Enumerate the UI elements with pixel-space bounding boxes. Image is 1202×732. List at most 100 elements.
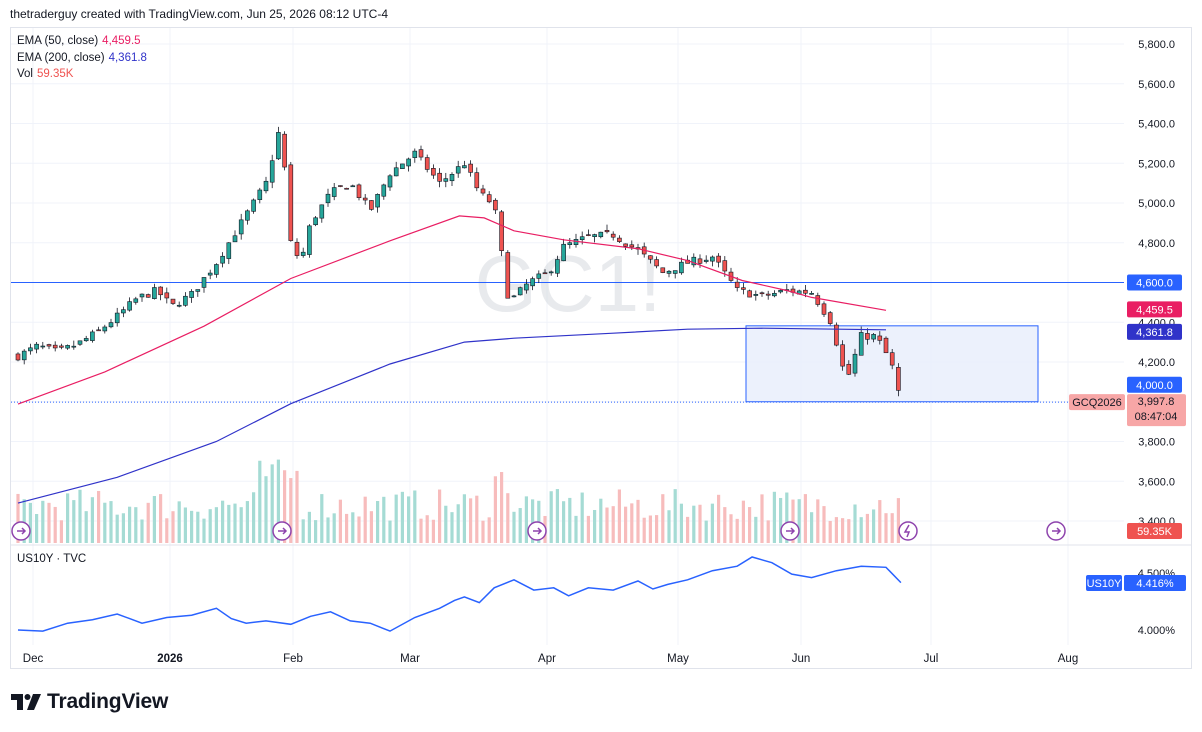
legend-us10y-label: US10Y · TVC: [17, 553, 87, 565]
volume-bar: [568, 497, 572, 543]
volume-bar: [276, 459, 280, 543]
tradingview-wordmark: TradingView: [47, 690, 169, 713]
volume-bar: [872, 509, 876, 543]
volume-bar: [822, 506, 826, 543]
event-markers[interactable]: [11, 521, 1066, 541]
candle-body: [530, 278, 535, 287]
candle-body: [741, 287, 746, 290]
time-axis[interactable]: Dec 2026 Feb Mar Apr May Jun Jul Aug: [23, 653, 1078, 665]
economic-event-icon[interactable]: [272, 521, 292, 541]
volume-bar: [84, 511, 88, 543]
candle-body: [90, 331, 95, 341]
candle-body: [387, 175, 393, 188]
candle-body: [734, 281, 740, 288]
candle-body: [207, 272, 213, 276]
candle-body: [561, 243, 566, 262]
candle-body: [753, 294, 759, 296]
candle-body: [108, 322, 114, 328]
volume-bar: [828, 520, 832, 543]
volume-bar: [791, 499, 795, 543]
candle-body: [158, 286, 163, 296]
vol-price-tag-bg: [1127, 523, 1182, 539]
volume-bar: [735, 518, 739, 543]
chart-frame: [10, 27, 1192, 669]
legend-ema50[interactable]: EMA (50, close) 4,459.5: [17, 35, 141, 47]
us10y-symbol-tag-bg: [1086, 575, 1122, 591]
candle-body: [493, 199, 498, 211]
time-axis-label: Dec: [23, 653, 44, 665]
candle-body: [672, 270, 678, 274]
volume-bar: [332, 513, 336, 543]
candle-body: [579, 236, 585, 241]
volume-bar: [549, 491, 553, 543]
candle-body: [338, 185, 343, 187]
legend-us10y[interactable]: US10Y · TVC: [17, 553, 86, 565]
volume-bar: [878, 500, 882, 543]
lightning-icon: [903, 524, 911, 538]
volume-bar: [78, 489, 82, 543]
legend-vol-label: Vol: [17, 68, 33, 80]
candle-body: [381, 184, 387, 197]
volume-bar: [16, 493, 20, 543]
candle-body: [127, 301, 132, 311]
volume-bar: [642, 517, 646, 543]
candle-body: [821, 303, 827, 315]
candle-body: [666, 270, 672, 274]
volume-bar: [345, 513, 349, 543]
candle-body: [883, 337, 889, 354]
candle-body: [592, 234, 597, 237]
economic-event-icon[interactable]: [1046, 521, 1066, 541]
countdown-tag: 08:47:04: [1135, 411, 1178, 423]
volume-bar: [115, 514, 119, 543]
legend-ema200-label: EMA (200, close): [17, 52, 105, 64]
volume-bar: [121, 513, 125, 543]
volume-bar: [859, 517, 863, 543]
candle-body: [474, 172, 480, 189]
economic-event-icon[interactable]: [11, 521, 31, 541]
candle-body: [220, 255, 225, 264]
candle-body: [83, 338, 89, 342]
time-axis-label: Aug: [1058, 653, 1078, 665]
volume-bar: [351, 512, 355, 543]
volume-bar: [834, 517, 838, 543]
volume-bar: [797, 499, 801, 543]
volume-bar: [431, 519, 435, 543]
chart-attribution: thetraderguy created with TradingView.co…: [10, 7, 388, 21]
arrow-right-icon: [786, 527, 796, 535]
volume-bar: [208, 509, 212, 543]
arrow-right-icon: [278, 527, 288, 535]
rect-price-tag: 4,000.0: [1136, 380, 1173, 392]
candle-body: [610, 233, 616, 238]
candle-body: [648, 255, 653, 260]
candle-body: [697, 258, 703, 264]
candle-body: [896, 367, 901, 391]
volume-bar: [233, 503, 237, 543]
economic-event-icon[interactable]: [527, 521, 547, 541]
tradingview-logo[interactable]: TradingView: [11, 690, 168, 714]
legend-vol[interactable]: Vol 59.35K: [17, 68, 73, 80]
time-axis-label: Feb: [283, 653, 303, 665]
arrow-right-icon: [1052, 527, 1062, 535]
volume-bar: [710, 503, 714, 543]
candle-body: [145, 294, 151, 298]
dividend-event-icon[interactable]: [898, 521, 918, 541]
symbol-tag-bg: [1069, 394, 1125, 411]
volume-bar: [394, 494, 398, 543]
price-axis-label: 4,200.0: [1138, 357, 1175, 369]
candle-body: [617, 237, 622, 242]
time-axis-label: Jun: [792, 653, 811, 665]
time-axis-label: Mar: [400, 653, 420, 665]
legend-ema200[interactable]: EMA (200, close) 4,361.8: [17, 52, 147, 64]
volume-bar: [853, 504, 857, 543]
price-axis-label: 5,000.0: [1138, 198, 1175, 210]
candle-body: [759, 292, 765, 295]
candle-body: [201, 277, 207, 288]
time-axis-label: Jul: [924, 653, 939, 665]
candle-body: [889, 352, 895, 366]
us10y-value-tag-bg: [1124, 575, 1186, 591]
economic-event-icon[interactable]: [780, 521, 800, 541]
ema50-line: [17, 215, 887, 405]
candle-body: [263, 180, 269, 192]
volume-bar: [22, 499, 26, 543]
